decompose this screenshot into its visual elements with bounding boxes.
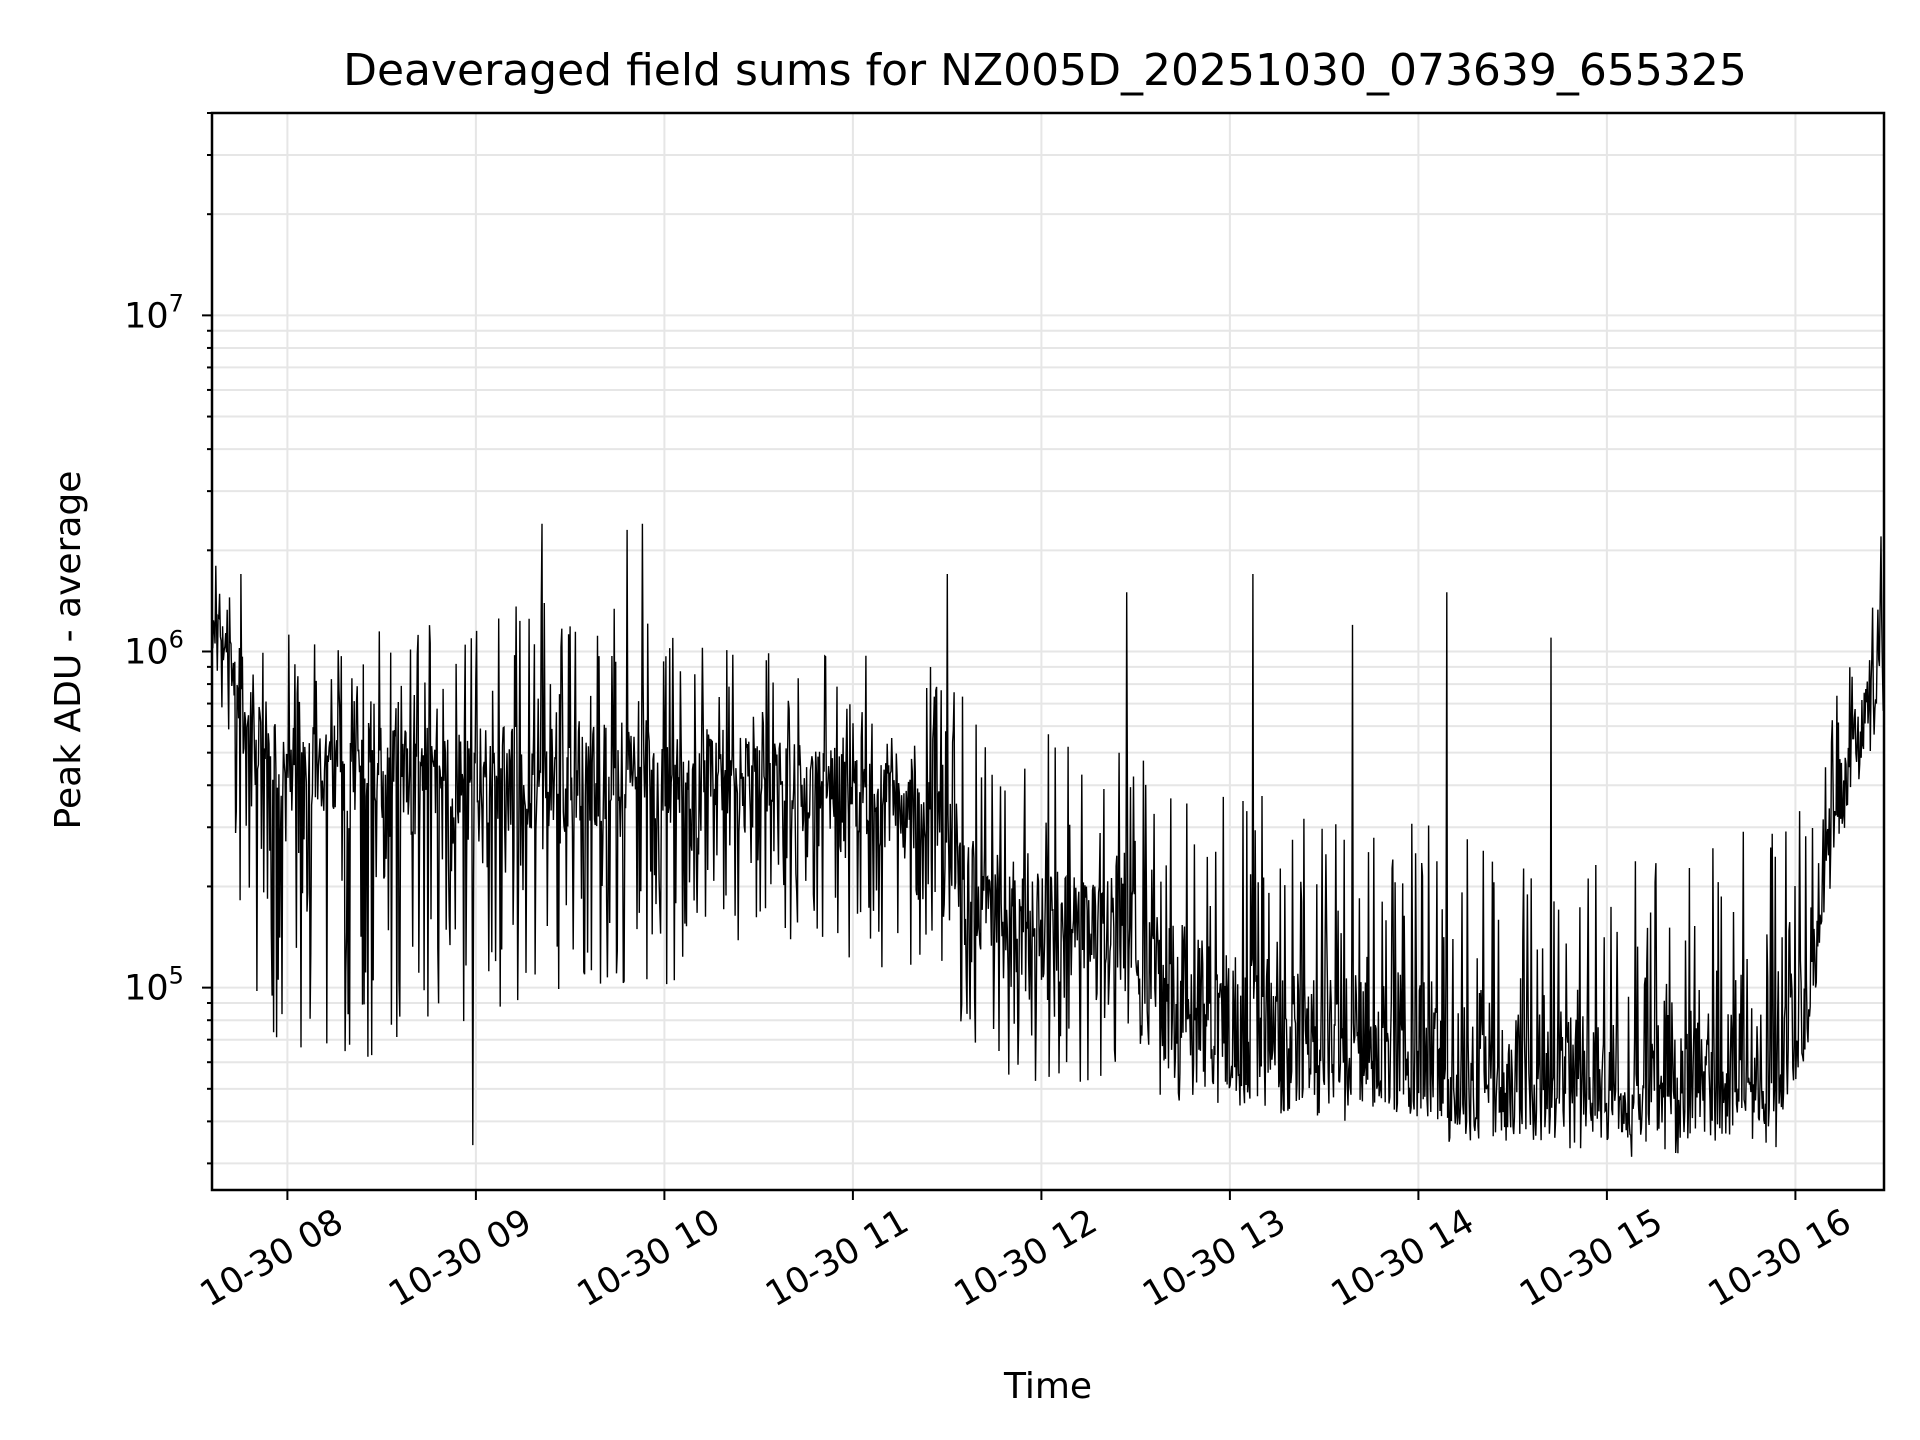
y-tick-label: 107 xyxy=(124,289,184,336)
series-layer xyxy=(211,523,1885,1157)
y-tick-label: 105 xyxy=(124,962,184,1009)
x-axis-label: Time xyxy=(1003,1366,1092,1407)
y-axis-label: Peak ADU - average xyxy=(48,471,89,830)
chart-title: Deaveraged field sums for NZ005D_2025103… xyxy=(343,45,1747,96)
y-tick-label: 106 xyxy=(124,626,184,673)
data-series-line xyxy=(211,523,1885,1157)
